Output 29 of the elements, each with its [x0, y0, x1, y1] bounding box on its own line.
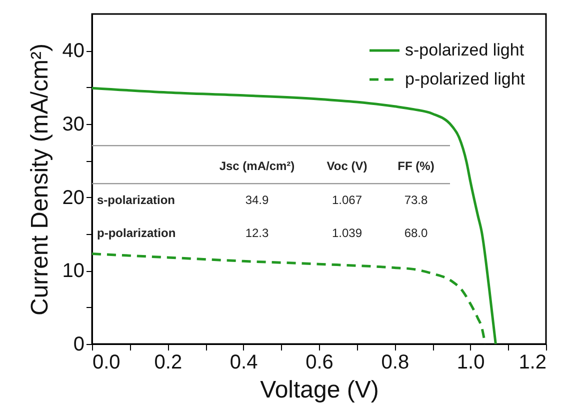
annotation: 68.0 — [404, 226, 428, 240]
y-tick-label: 40 — [62, 40, 84, 62]
y-tick-label: 10 — [62, 260, 84, 282]
annotation: 1.067 — [332, 193, 362, 207]
x-tick-label: 1.0 — [456, 352, 485, 374]
annotation: 34.9 — [245, 193, 269, 207]
annotation: Voc (V) — [326, 159, 368, 173]
annotation: 12.3 — [245, 226, 269, 240]
x-tick-label: 1.2 — [518, 352, 546, 374]
annotation: s-polarization — [97, 193, 176, 207]
x-tick-label: 0.0 — [92, 352, 120, 374]
annotation: FF (%) — [398, 159, 434, 173]
x-tick-label: 0.8 — [381, 352, 410, 374]
y-tick-label: 20 — [62, 186, 84, 209]
line-series — [90, 86, 497, 346]
y-tick-label: 30 — [62, 114, 84, 136]
y-tick-label: 0 — [73, 334, 84, 356]
annotation: 1.039 — [332, 226, 362, 240]
annotation: Jsc (mA/cm²) — [219, 159, 295, 173]
annotation: p-polarization — [97, 226, 176, 240]
x-tick-label: 0.4 — [230, 352, 258, 374]
x-tick-label: 0.6 — [306, 352, 334, 374]
legend-label: p-polarized light — [405, 70, 526, 88]
legend-label: s-polarized light — [405, 40, 524, 60]
annotation: 73.8 — [404, 193, 428, 207]
x-tick-label: 0.2 — [154, 352, 182, 374]
y-axis-title: Current Density (mA/cm²) — [26, 43, 54, 316]
x-axis-title: Voltage (V) — [260, 376, 379, 404]
line-series — [90, 252, 486, 346]
